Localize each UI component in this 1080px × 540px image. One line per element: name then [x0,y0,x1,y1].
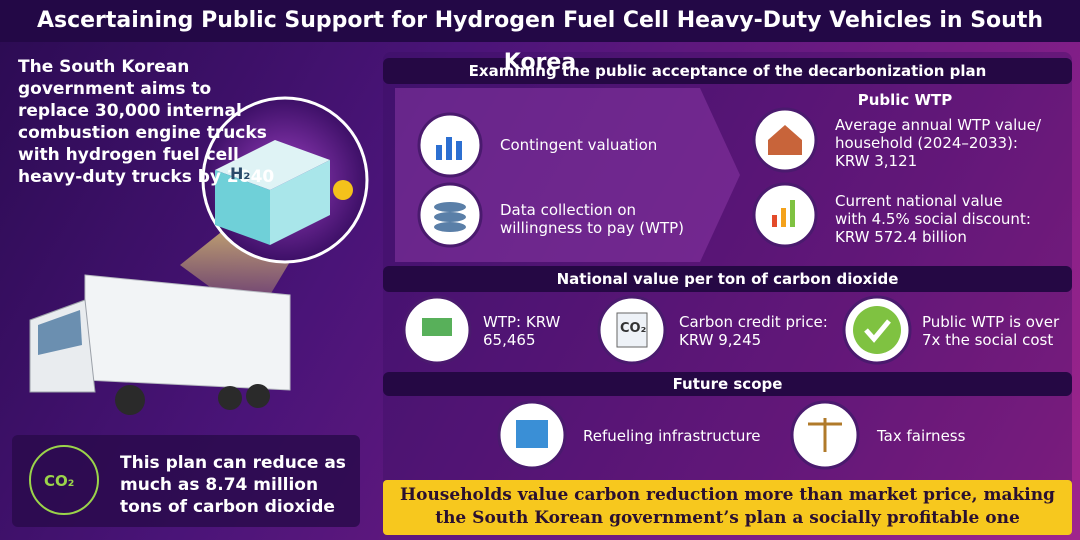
truck-box [84,274,291,391]
icon-detail [434,222,466,232]
title: Ascertaining Public Support for Hydrogen… [36,8,1044,75]
container-front [270,160,330,245]
method: Data collection on willingness to pay (W… [500,201,685,237]
scope-item: Refueling infrastructure [583,427,761,445]
icon-detail [772,215,777,227]
wheel [115,385,145,415]
container-label: H₂ [230,164,251,183]
method: Contingent valuation [500,136,658,154]
section-heading: Future scope [672,375,783,393]
value-item: Public WTP is over 7x the social cost [922,313,1060,349]
co2-icon-label: CO₂ [620,321,647,336]
bolt-icon [333,180,353,200]
conclusion: Households value carbon reduction more t… [400,485,1055,528]
icon-detail [781,208,786,227]
icon-detail [516,420,548,448]
value-item: WTP: KRW 65,465 [483,313,561,349]
section-bar [383,372,1072,396]
conclusion-box [383,480,1072,535]
impact-icon-label: CO₂ [44,472,75,490]
scope-item: Tax fairness [877,427,966,445]
icon-detail [434,202,466,212]
section-bar [383,266,1072,292]
icon-detail [434,212,466,222]
icon-detail [864,319,891,343]
wheel [218,386,242,410]
section-bar [383,58,1072,84]
icon-detail [456,141,462,160]
section-heading: Examining the public acceptance of the d… [468,62,987,80]
result: Current national value with 4.5% social … [835,192,1031,246]
icon-detail [768,125,802,155]
icon-detail [616,312,648,348]
impact-text: This plan can reduce as much as 8.74 mil… [120,453,346,517]
impact-icon [29,445,99,515]
results-heading: Public WTP [857,91,953,109]
icon-detail [446,137,452,160]
icon-detail [436,145,442,160]
wheel [246,384,270,408]
container-top [215,140,330,190]
icon-detail [853,306,901,354]
truck-window [38,310,82,355]
intro-text: The South Korean government aims to repl… [18,57,275,187]
icon-detail [422,318,452,336]
value-item: Carbon credit price: KRW 9,245 [679,313,828,349]
result: Average annual WTP value/ household (202… [835,116,1042,170]
title-bar [0,0,1080,42]
impact-box [12,435,360,527]
container-side [215,170,270,245]
section-heading: National value per ton of carbon dioxide [556,270,899,288]
icon-detail [790,200,795,227]
